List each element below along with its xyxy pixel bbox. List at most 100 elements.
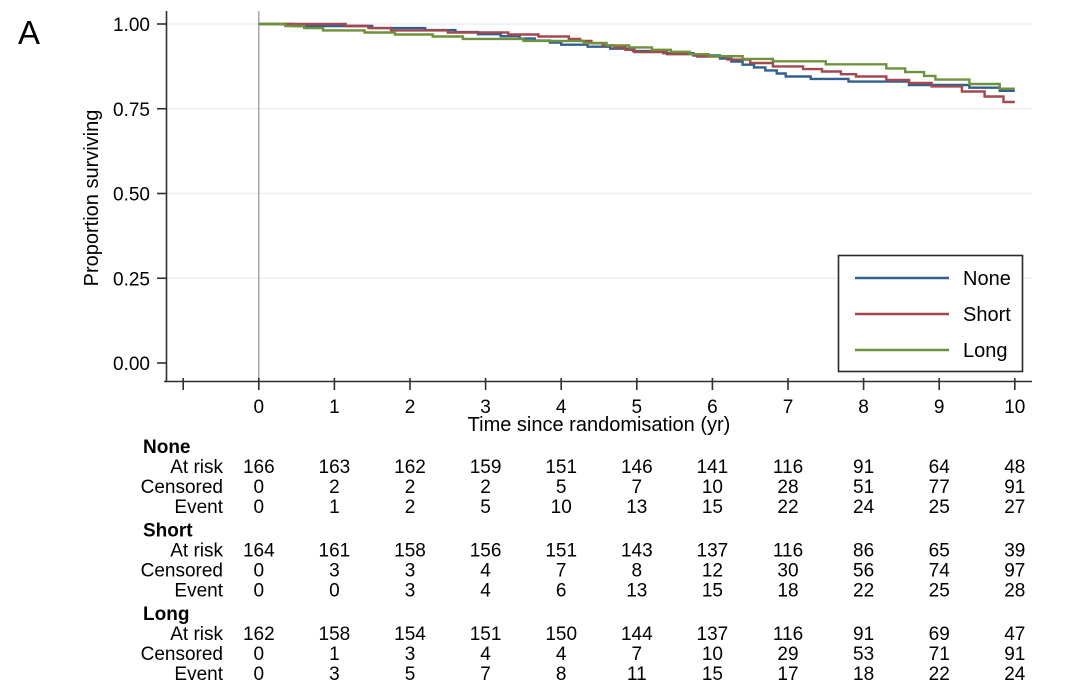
x-tick-label: 7: [783, 397, 794, 418]
risk-value: 5: [405, 664, 416, 685]
risk-value: 162: [394, 457, 426, 478]
risk-value: 51: [853, 477, 874, 498]
x-tick-label: 2: [405, 397, 416, 418]
risk-value: 3: [405, 561, 416, 582]
risk-row-label: Event: [174, 664, 223, 685]
risk-value: 4: [480, 644, 491, 665]
risk-value: 2: [405, 477, 416, 498]
km-curve-short: [258, 22, 1015, 104]
risk-value: 163: [319, 457, 351, 478]
risk-value: 0: [329, 581, 340, 602]
risk-row-label: At risk: [170, 541, 223, 562]
risk-value: 10: [702, 644, 723, 665]
risk-value: 0: [254, 497, 265, 518]
x-tick-label: 9: [934, 397, 945, 418]
risk-value: 22: [929, 664, 950, 685]
x-tick-label: 1: [329, 397, 340, 418]
risk-value: 86: [853, 541, 874, 562]
risk-value: 0: [254, 664, 265, 685]
risk-value: 27: [1004, 497, 1025, 518]
risk-value: 12: [702, 561, 723, 582]
risk-value: 77: [929, 477, 950, 498]
risk-group-header-short: Short: [143, 521, 193, 542]
gridlines: [167, 23, 1032, 279]
risk-value: 161: [319, 541, 351, 562]
risk-value: 15: [702, 581, 723, 602]
risk-value: 151: [545, 457, 577, 478]
risk-value: 39: [1004, 541, 1025, 562]
risk-value: 8: [556, 664, 567, 685]
risk-value: 150: [545, 624, 577, 645]
risk-value: 7: [632, 644, 643, 665]
risk-value: 5: [556, 477, 567, 498]
risk-value: 0: [254, 581, 265, 602]
risk-value: 143: [621, 541, 653, 562]
y-tick-label: 0.75: [113, 100, 150, 121]
x-tick-label: 6: [707, 397, 718, 418]
risk-value: 3: [405, 581, 416, 602]
risk-value: 0: [254, 644, 265, 665]
risk-value: 64: [929, 457, 951, 478]
risk-group-header-none: None: [143, 437, 191, 458]
risk-value: 29: [777, 644, 798, 665]
risk-value: 91: [853, 624, 874, 645]
risk-value: 74: [929, 561, 951, 582]
legend: None Short Long: [837, 254, 1024, 373]
risk-value: 3: [405, 644, 416, 665]
x-axis-ticks: 0 1 2 3 4 5 6 7 8 9 10: [182, 378, 1025, 418]
risk-row-label: Censored: [141, 477, 223, 498]
risk-value: 7: [632, 477, 643, 498]
survival-curves: [258, 22, 1015, 104]
legend-label-long: Long: [963, 340, 1008, 362]
legend-label-short: Short: [963, 304, 1011, 326]
risk-value: 24: [853, 497, 875, 518]
risk-row-label: Censored: [141, 561, 223, 582]
risk-value: 13: [626, 581, 647, 602]
risk-value: 10: [551, 497, 572, 518]
risk-value: 162: [243, 624, 275, 645]
risk-value: 116: [773, 624, 803, 645]
risk-value: 69: [929, 624, 950, 645]
y-tick-label: 0.50: [113, 185, 150, 206]
risk-value: 7: [480, 664, 491, 685]
risk-value: 11: [627, 664, 647, 685]
risk-value: 116: [773, 541, 803, 562]
risk-value: 91: [853, 457, 874, 478]
risk-value: 5: [480, 497, 491, 518]
x-tick-label: 10: [1004, 397, 1025, 418]
risk-value: 151: [470, 624, 502, 645]
y-tick-label: 0.25: [113, 269, 150, 290]
risk-value: 0: [254, 477, 265, 498]
risk-value: 2: [405, 497, 416, 518]
x-tick-label: 5: [632, 397, 643, 418]
risk-value: 137: [697, 541, 729, 562]
risk-value: 3: [329, 561, 340, 582]
y-axis-ticks: 0.00 0.25 0.50 0.75 1.00: [113, 15, 167, 375]
risk-value: 154: [394, 624, 426, 645]
risk-value: 159: [470, 457, 502, 478]
risk-value: 24: [1004, 664, 1026, 685]
risk-value: 164: [243, 541, 275, 562]
risk-value: 13: [626, 497, 647, 518]
risk-value: 1: [329, 644, 340, 665]
risk-row-label: Censored: [141, 644, 223, 665]
risk-value: 53: [853, 644, 874, 665]
risk-value: 25: [929, 497, 950, 518]
risk-value: 91: [1004, 644, 1025, 665]
km-curve-long: [258, 22, 1015, 90]
risk-value: 0: [254, 561, 265, 582]
risk-value: 158: [319, 624, 351, 645]
x-axis-title: Time since randomisation (yr): [468, 414, 731, 436]
risk-value: 141: [697, 457, 729, 478]
risk-group-header-long: Long: [143, 604, 189, 625]
risk-value: 158: [394, 541, 426, 562]
y-axis-title: Proportion surviving: [81, 110, 103, 287]
risk-value: 166: [243, 457, 275, 478]
risk-value: 15: [702, 497, 723, 518]
risk-value: 10: [702, 477, 723, 498]
risk-value: 15: [702, 664, 723, 685]
risk-row-label: At risk: [170, 457, 223, 478]
x-tick-label: 4: [556, 397, 567, 418]
